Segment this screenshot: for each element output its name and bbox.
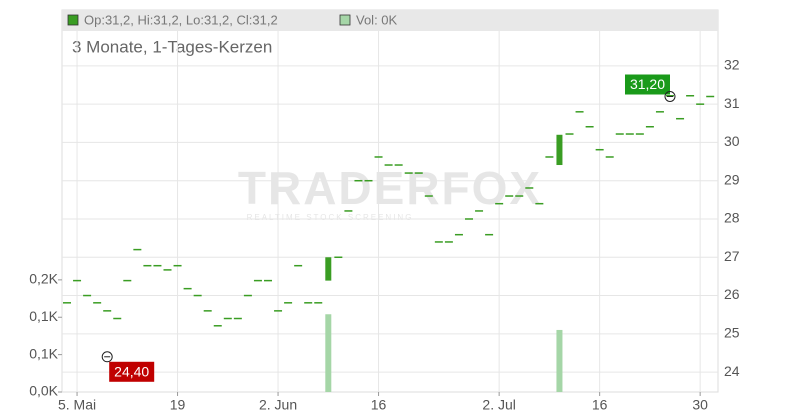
- y2-tick-label: 0,1K: [29, 308, 58, 324]
- y-tick-label: 27: [724, 248, 740, 264]
- plot-area: [61, 9, 719, 393]
- y-tick-label: 28: [724, 210, 740, 226]
- legend-label: Vol: 0K: [356, 12, 398, 27]
- annotation-label: 24,40: [114, 363, 149, 379]
- subtitle: 3 Monate, 1-Tages-Kerzen: [72, 37, 272, 56]
- header-band: [62, 10, 718, 31]
- volume-bar: [325, 314, 332, 392]
- y-tick-label: 29: [724, 171, 740, 187]
- x-tick-label: 2. Jul: [482, 397, 515, 413]
- legend-swatch: [339, 14, 351, 26]
- watermark-tagline: REALTIME STOCK SCREENING: [247, 213, 414, 222]
- annotation-marker: [101, 351, 113, 363]
- annotation-box: [109, 361, 155, 382]
- legend-label: Op:31,2, Hi:31,2, Lo:31,2, Cl:31,2: [84, 12, 278, 27]
- annotation-marker: [664, 91, 676, 103]
- y-tick-label: 24: [724, 363, 740, 379]
- y-tick-label: 30: [724, 133, 740, 149]
- x-tick-label: 16: [592, 397, 608, 413]
- y-tick-label: 32: [724, 57, 740, 73]
- y-tick-label: 26: [724, 286, 740, 302]
- volume-bar: [556, 329, 563, 392]
- x-tick-label: 5. Mai: [58, 397, 96, 413]
- y2-tick-label: 0,2K: [29, 271, 58, 287]
- x-tick-label: 30: [692, 397, 708, 413]
- x-tick-label: 2. Jun: [259, 397, 297, 413]
- y2-tick-label: 0,1K: [29, 345, 58, 361]
- y-tick-label: 25: [724, 325, 740, 341]
- watermark: TRADERFOX: [238, 162, 542, 214]
- x-tick-label: 16: [371, 397, 387, 413]
- x-tick-label: 19: [170, 397, 186, 413]
- annotation-box: [625, 74, 670, 95]
- y2-tick-label: 0,0K: [29, 383, 58, 399]
- legend-swatch: [67, 14, 79, 26]
- y-tick-label: 31: [724, 95, 740, 111]
- annotation-label: 31,20: [630, 76, 665, 92]
- candle: [325, 257, 332, 281]
- candle: [556, 134, 563, 166]
